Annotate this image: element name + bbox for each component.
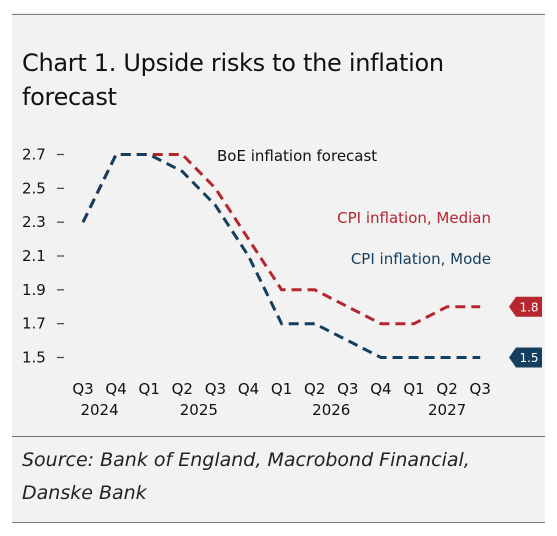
annotation-forecast: BoE inflation forecast: [217, 147, 377, 165]
x-tick-label: Q2: [304, 380, 325, 398]
bottom-rule: [12, 522, 545, 523]
y-tick-label: 1.7: [22, 315, 46, 333]
series-line-mode: [81, 153, 481, 359]
chart-panel: [12, 12, 545, 523]
series-line-median: [81, 153, 481, 326]
x-tick-label: Q3: [337, 380, 358, 398]
x-tick-label: Q3: [470, 380, 491, 398]
x-year-label: 2025: [180, 401, 218, 419]
y-tick-label: 1.9: [22, 281, 46, 299]
series-group: 1.8 1.5: [81, 153, 542, 368]
y-tick-label: 1.5: [22, 349, 46, 367]
x-year-label: 2024: [80, 401, 118, 419]
end-value-label: 1.5: [519, 351, 538, 365]
y-tick-label: 2.1: [22, 247, 46, 265]
x-tick-label: Q4: [105, 380, 126, 398]
x-year-label: 2027: [428, 401, 466, 419]
y-axis: 2.7 2.5 2.3 2.1 1.9 1.7 1.5: [22, 146, 64, 367]
series-label-mode: CPI inflation, Mode: [351, 250, 491, 268]
source-divider: [12, 436, 545, 437]
x-tick-label: Q2: [436, 380, 457, 398]
top-rule: [12, 14, 545, 15]
y-tick-label: 2.7: [22, 146, 46, 164]
end-value-tag: 1.5: [509, 347, 542, 368]
annotations: BoE inflation forecast CPI inflation, Med…: [217, 147, 491, 268]
x-tick-label: Q1: [139, 380, 160, 398]
end-value-label: 1.8: [519, 300, 538, 314]
x-year-label: 2026: [312, 401, 350, 419]
x-tick-label: Q4: [238, 380, 259, 398]
end-value-tag-shape: [509, 347, 542, 368]
y-tick-label: 2.5: [22, 179, 46, 197]
x-tick-label: Q2: [172, 380, 193, 398]
end-value-tag: 1.8: [509, 296, 542, 317]
x-tick-label: Q3: [205, 380, 226, 398]
series-label-median: CPI inflation, Median: [337, 209, 491, 227]
x-tick-label: Q1: [403, 380, 424, 398]
x-tick-label: Q4: [370, 380, 391, 398]
source-note: Source: Bank of England, Macrobond Finan…: [22, 449, 470, 504]
y-tick-label: 2.3: [22, 213, 46, 231]
x-tick-label: Q1: [271, 380, 292, 398]
x-axis: Q3 Q4 Q1 Q2 Q3 Q4 Q1 Q2 Q3 Q4 Q1 Q2 Q3 2024 2025 2026 20…: [72, 380, 491, 419]
chart-title: Chart 1. Upside risks to the inflation f…: [22, 49, 444, 111]
x-tick-label: Q3: [72, 380, 93, 398]
end-value-tag-shape: [509, 296, 542, 317]
